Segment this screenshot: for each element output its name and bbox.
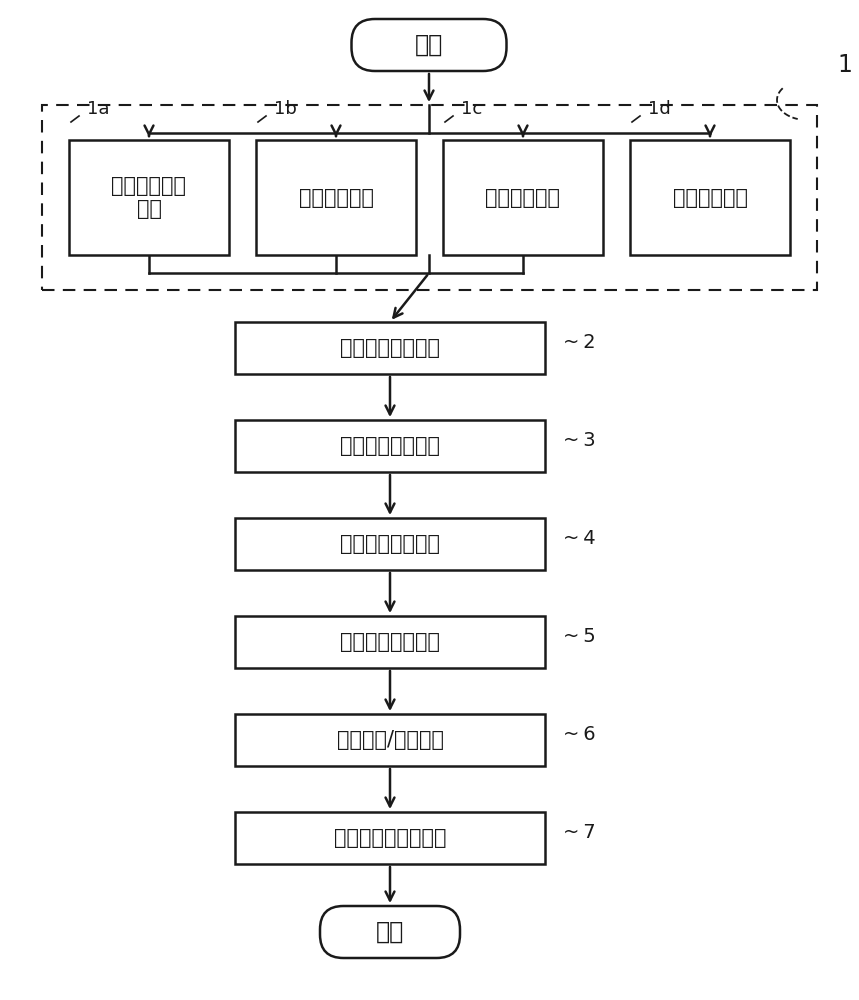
Bar <box>443 140 603 255</box>
Text: 准备灭火部件: 准备灭火部件 <box>485 188 561 208</box>
Text: 开始: 开始 <box>415 33 443 57</box>
Text: ~ 2: ~ 2 <box>563 334 595 353</box>
Bar <box>235 812 545 864</box>
Text: 1a: 1a <box>87 100 109 118</box>
FancyBboxPatch shape <box>351 19 507 71</box>
Bar <box>235 714 545 766</box>
Text: 1b: 1b <box>274 100 297 118</box>
Text: 灭火管道装配步骤: 灭火管道装配步骤 <box>340 436 440 456</box>
Bar <box>235 322 545 374</box>
Text: 结束: 结束 <box>376 920 404 944</box>
Text: ~ 3: ~ 3 <box>563 432 595 450</box>
Text: 1d: 1d <box>648 100 671 118</box>
Text: ~ 4: ~ 4 <box>563 530 595 548</box>
Text: ~ 7: ~ 7 <box>563 824 595 842</box>
Text: 主要部件装配步骤: 主要部件装配步骤 <box>340 534 440 554</box>
Text: ~ 5: ~ 5 <box>563 628 596 647</box>
Bar <box>235 518 545 570</box>
Bar <box>235 420 545 472</box>
Bar <box>42 105 817 290</box>
Bar <box>69 140 229 255</box>
Text: 储存容器装配步骤: 储存容器装配步骤 <box>340 338 440 358</box>
Text: 1c: 1c <box>461 100 482 118</box>
Bar <box>235 616 545 668</box>
Bar <box>256 140 416 255</box>
Bar <box>630 140 790 255</box>
Text: 准备主要部件: 准备主要部件 <box>673 188 747 208</box>
Text: 控制装置装配步骤: 控制装置装配步骤 <box>340 632 440 652</box>
Text: 准备集装箱撬: 准备集装箱撬 <box>298 188 374 208</box>
FancyBboxPatch shape <box>320 906 460 958</box>
Text: 制作高压储存
容器: 制作高压储存 容器 <box>112 176 186 219</box>
Text: 包装及出库准备步骤: 包装及出库准备步骤 <box>334 828 446 848</box>
Text: ~ 6: ~ 6 <box>563 726 595 744</box>
Text: 1: 1 <box>837 53 852 77</box>
Text: 性能测试/检验步骤: 性能测试/检验步骤 <box>337 730 443 750</box>
